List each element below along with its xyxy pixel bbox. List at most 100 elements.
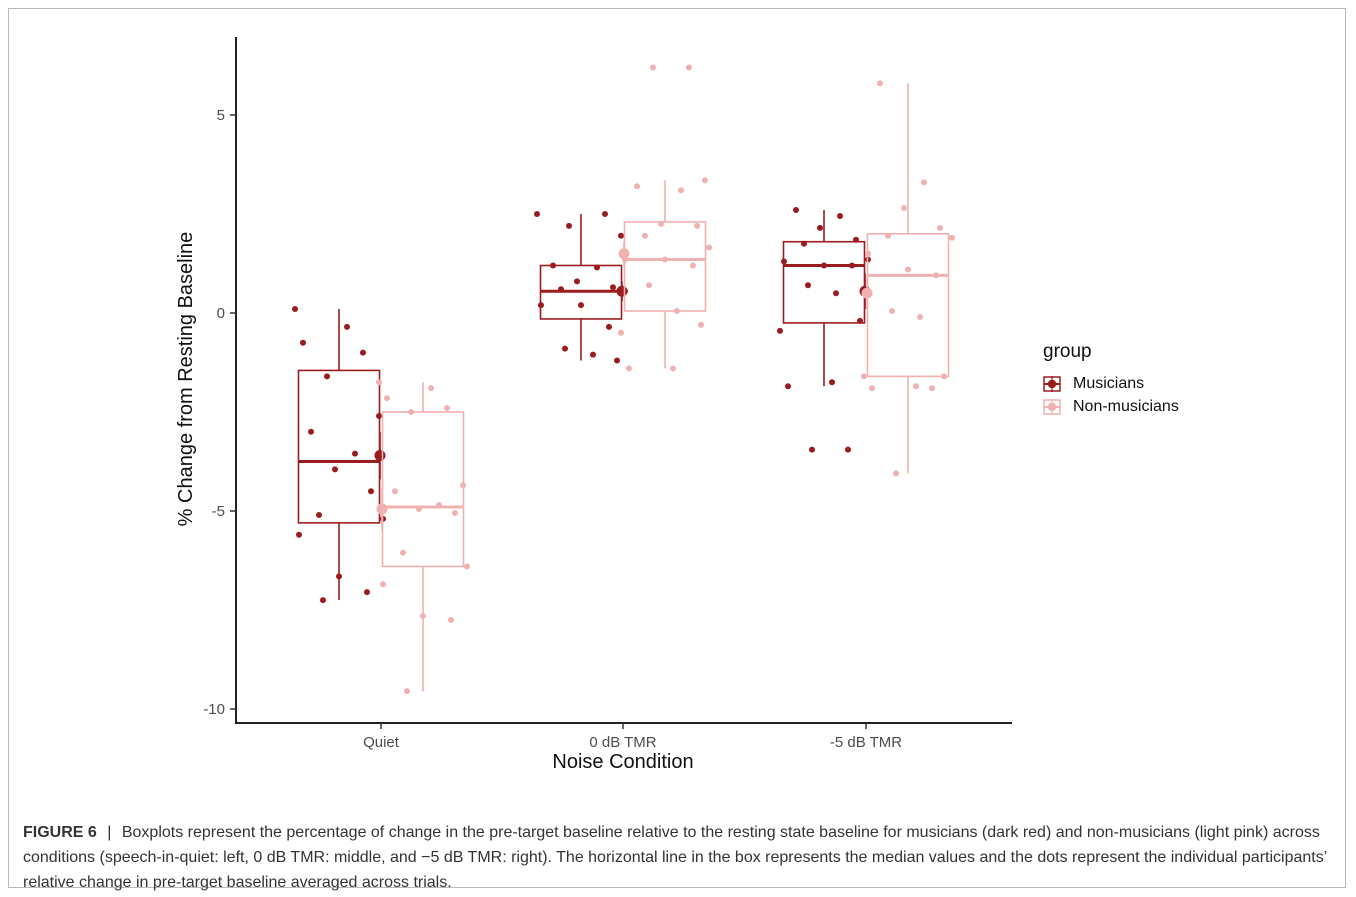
non-musicians-point bbox=[618, 329, 624, 336]
legend-key-non-musicians bbox=[1043, 398, 1061, 415]
y-tick-label: 0 bbox=[217, 305, 225, 322]
x-tick-label: Quiet bbox=[363, 734, 400, 751]
non-musicians-point bbox=[893, 470, 899, 477]
non-musicians-point bbox=[698, 321, 704, 328]
legend: group Musicians Non-musicians bbox=[1043, 341, 1179, 418]
musicians-point bbox=[594, 264, 600, 271]
musicians-point bbox=[849, 262, 855, 269]
y-axis-title: % Change from Resting Baseline bbox=[175, 232, 197, 527]
musicians-point bbox=[618, 232, 624, 239]
non-musicians-point bbox=[626, 365, 632, 372]
musicians-point bbox=[801, 240, 807, 247]
musicians-point bbox=[332, 466, 338, 473]
musicians-point bbox=[590, 351, 596, 358]
x-tick-label: -5 dB TMR bbox=[830, 734, 902, 751]
musicians-point bbox=[308, 428, 314, 435]
non-musicians-point bbox=[937, 224, 943, 231]
musicians-point bbox=[360, 349, 366, 356]
musicians-point bbox=[566, 222, 572, 229]
non-musicians-point bbox=[408, 409, 414, 415]
non-musicians-point bbox=[694, 222, 700, 229]
musicians-point bbox=[534, 211, 540, 217]
non-musicians-point bbox=[416, 506, 422, 513]
x-axis-title: Noise Condition bbox=[552, 751, 693, 773]
non-musicians-point bbox=[460, 482, 466, 489]
non-musicians-point bbox=[869, 385, 875, 392]
musicians-point bbox=[376, 412, 382, 419]
musicians-point bbox=[538, 302, 544, 309]
non-musicians-point bbox=[905, 266, 911, 273]
non-musicians-point bbox=[662, 256, 668, 263]
non-musicians-point bbox=[448, 616, 454, 623]
non-musicians-point bbox=[392, 488, 398, 495]
musicians-point bbox=[833, 290, 839, 297]
musicians-point bbox=[821, 262, 827, 269]
musicians-point bbox=[562, 345, 568, 352]
musicians-point bbox=[853, 236, 859, 243]
non-musicians-point bbox=[690, 262, 696, 269]
non-musicians-point bbox=[702, 177, 708, 184]
musicians-mean-point bbox=[374, 450, 386, 462]
musicians-point bbox=[364, 589, 370, 596]
x-tick-label: 0 dB TMR bbox=[589, 734, 656, 751]
musicians-point bbox=[793, 207, 799, 214]
non-musicians-point bbox=[929, 385, 935, 392]
figure-frame bbox=[8, 8, 1346, 888]
non-musicians-box bbox=[623, 221, 707, 312]
musicians-point bbox=[550, 262, 556, 269]
non-musicians-point bbox=[650, 64, 656, 71]
caption-text: Boxplots represent the percentage of cha… bbox=[23, 824, 1327, 891]
non-musicians-point bbox=[400, 549, 406, 556]
musicians-point bbox=[602, 211, 608, 217]
musicians-point bbox=[777, 327, 783, 334]
musicians-point bbox=[368, 488, 374, 495]
legend-label-non-musicians: Non-musicians bbox=[1073, 397, 1179, 415]
musicians-point bbox=[574, 278, 580, 285]
musicians-point bbox=[324, 373, 330, 380]
musicians-point bbox=[320, 597, 326, 604]
non-musicians-point bbox=[674, 308, 680, 315]
non-musicians-box bbox=[866, 233, 950, 378]
musicians-box bbox=[297, 369, 381, 524]
non-musicians-point bbox=[933, 272, 939, 279]
musicians-point bbox=[785, 383, 791, 390]
non-musicians-mean-point bbox=[861, 287, 873, 299]
non-musicians-mean-point bbox=[618, 248, 630, 260]
non-musicians-point bbox=[670, 365, 676, 372]
non-musicians-point bbox=[376, 379, 382, 386]
musicians-point bbox=[781, 258, 787, 265]
non-musicians-mean-point bbox=[376, 503, 388, 515]
non-musicians-point bbox=[885, 232, 891, 239]
non-musicians-point bbox=[436, 502, 442, 509]
musicians-point bbox=[610, 284, 616, 291]
non-musicians-point bbox=[865, 250, 871, 257]
non-musicians-point bbox=[941, 373, 947, 380]
musicians-point bbox=[344, 323, 350, 330]
musicians-point bbox=[817, 224, 823, 231]
musicians-point bbox=[845, 446, 851, 453]
non-musicians-point bbox=[686, 64, 692, 71]
musicians-box bbox=[782, 240, 866, 324]
musicians-point bbox=[829, 379, 835, 386]
non-musicians-point bbox=[678, 187, 684, 194]
legend-item-non-musicians: Non-musicians bbox=[1043, 395, 1179, 418]
musicians-point bbox=[292, 306, 298, 313]
legend-item-musicians: Musicians bbox=[1043, 372, 1179, 395]
non-musicians-point bbox=[646, 282, 652, 289]
non-musicians-point bbox=[877, 80, 883, 87]
musicians-point bbox=[857, 317, 863, 324]
musicians-point bbox=[809, 446, 815, 453]
non-musicians-point bbox=[917, 313, 923, 320]
y-tick-label: -10 bbox=[203, 701, 225, 718]
non-musicians-point bbox=[949, 234, 955, 241]
musicians-point bbox=[837, 212, 843, 219]
non-musicians-point bbox=[420, 612, 426, 619]
musicians-mean-point bbox=[616, 285, 628, 297]
non-musicians-point bbox=[642, 232, 648, 239]
non-musicians-point bbox=[404, 688, 410, 695]
caption-separator: | bbox=[107, 824, 112, 841]
non-musicians-point bbox=[428, 385, 434, 392]
musicians-point bbox=[578, 302, 584, 309]
caption-label: FIGURE 6 bbox=[23, 824, 97, 841]
non-musicians-point bbox=[658, 220, 664, 227]
